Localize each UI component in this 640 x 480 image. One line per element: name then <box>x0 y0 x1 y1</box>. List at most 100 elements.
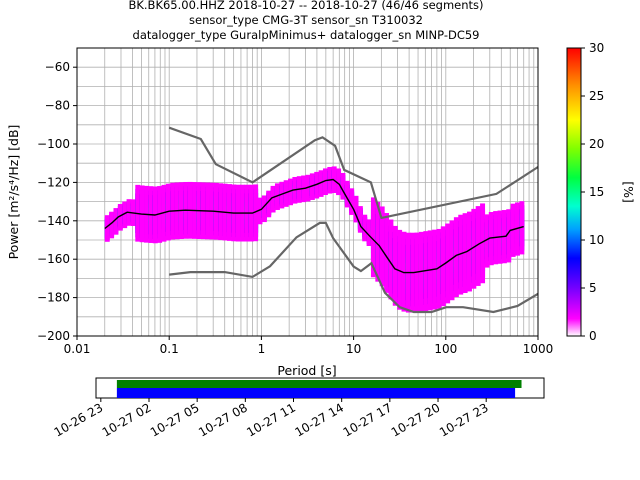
histogram-cell <box>122 201 128 229</box>
histogram-cell <box>261 195 267 223</box>
colorbar-gradient <box>566 47 582 337</box>
timeline-tick-label: 10-27 08 <box>196 400 250 439</box>
histogram-cell <box>266 190 272 218</box>
histogram-cell <box>375 201 381 282</box>
histogram-cell <box>344 180 350 208</box>
histogram-cell <box>384 213 390 293</box>
x-tick-label: 10 <box>346 342 361 356</box>
noise-models <box>168 126 538 314</box>
chart-title: BK.BK65.00.HHZ 2018-10-27 -- 2018-10-27 … <box>128 0 483 42</box>
colorbar-tick-label: 5 <box>589 281 597 295</box>
colorbar-tick-label: 0 <box>589 329 597 343</box>
histogram-cell <box>392 225 398 306</box>
x-tick-label: 0.1 <box>160 342 179 356</box>
timeline-tick-label: 10-27 02 <box>100 400 154 439</box>
title-line-2: sensor_type CMG-3T sensor_sn T310032 <box>189 13 423 27</box>
colorbar-tick-label: 30 <box>589 41 604 55</box>
y-tick-label: −140 <box>37 214 70 228</box>
histogram-cell <box>104 215 110 242</box>
colorbar: 0 5 10 15 20 25 30 [%] <box>566 41 636 343</box>
x-axis-label: Period [s] <box>277 363 336 378</box>
x-tick-label: 100 <box>434 342 457 356</box>
histogram-cell <box>322 168 328 196</box>
y-axis-label: Power [m²/s⁴/Hz] [dB] <box>6 125 21 260</box>
histogram-cell <box>340 172 346 200</box>
histogram-cell <box>109 211 115 239</box>
y-tick-label: −100 <box>37 137 70 151</box>
colorbar-ticks: 0 5 10 15 20 25 30 <box>581 41 604 343</box>
histogram-cell <box>257 197 263 225</box>
histogram-cell <box>401 231 407 312</box>
y-tick-label: −60 <box>45 60 70 74</box>
timeline-tick-label: 10-27 17 <box>341 400 395 439</box>
histogram-cell <box>318 170 324 197</box>
histogram-cell <box>436 228 442 309</box>
histogram-cell <box>453 217 459 298</box>
timeline-tick-label: 10-27 14 <box>292 400 346 439</box>
histogram-cell <box>288 178 294 206</box>
y-tick-label: −160 <box>37 252 70 266</box>
x-tick-label: 0.01 <box>64 342 91 356</box>
psd-histogram <box>104 166 525 313</box>
x-axis-ticks: 0.01 0.1 1 10 100 1000 <box>64 336 554 356</box>
histogram-cell <box>379 206 385 287</box>
psd-coverage-bar <box>116 388 516 398</box>
histogram-cell <box>336 168 342 196</box>
colorbar-label: [%] <box>621 181 636 203</box>
histogram-cell <box>349 188 355 215</box>
mean-psd-line <box>104 178 524 274</box>
colorbar-tick-label: 15 <box>589 185 604 199</box>
low-noise-model-line <box>169 221 538 314</box>
histogram-cell <box>117 204 123 231</box>
histogram-cell <box>113 208 119 235</box>
histogram-cell <box>253 184 259 242</box>
data-coverage-bar <box>116 380 522 388</box>
histogram-cell <box>353 195 359 223</box>
y-tick-label: −80 <box>45 99 70 113</box>
colorbar-tick-label: 20 <box>589 137 604 151</box>
histogram-cell <box>305 174 311 202</box>
histogram-cell <box>475 206 481 286</box>
histogram-cell <box>279 181 285 209</box>
histogram-cell <box>309 173 315 200</box>
title-line-1: BK.BK65.00.HHZ 2018-10-27 -- 2018-10-27 … <box>128 0 483 12</box>
histogram-cell <box>362 214 368 242</box>
histogram-cell <box>388 219 394 300</box>
histogram-cell <box>440 226 446 307</box>
x-tick-label: 1 <box>258 342 266 356</box>
histogram-cell <box>270 185 276 213</box>
high-noise-model-line <box>168 126 538 220</box>
y-tick-label: −200 <box>37 329 70 343</box>
timeline-tick-label: 10-27 11 <box>244 400 298 439</box>
histogram-cell <box>397 229 403 310</box>
histogram-cell <box>462 213 468 294</box>
histogram-cell <box>471 208 477 289</box>
timeline-tick-label: 10-27 23 <box>437 400 491 439</box>
y-axis-ticks: −60 −80 −100 −120 −140 −160 −180 −200 <box>37 60 77 343</box>
histogram-cell <box>370 197 376 278</box>
histogram-cell <box>449 220 455 301</box>
histogram-cell <box>466 211 472 292</box>
histogram-cell <box>506 209 512 263</box>
timeline-tick-label: 10-26 23 <box>52 400 106 439</box>
colorbar-tick-label: 25 <box>589 89 604 103</box>
title-line-3: datalogger_type GuralpMinimus+ datalogge… <box>133 28 480 42</box>
histogram-cell <box>484 214 490 268</box>
timeline-tick-label: 10-27 20 <box>389 400 443 439</box>
histogram-cell <box>357 206 363 233</box>
x-tick-label: 1000 <box>523 342 554 356</box>
timeline-tick-label: 10-27 05 <box>148 400 202 439</box>
histogram-cell <box>445 223 451 304</box>
colorbar-tick-label: 10 <box>589 233 604 247</box>
histogram-cell <box>274 183 280 210</box>
histogram-cell <box>480 203 486 284</box>
plot-frame <box>76 47 539 337</box>
histogram-cell <box>366 219 372 246</box>
y-tick-label: −180 <box>37 291 70 305</box>
histogram-cell <box>314 171 320 199</box>
histogram-cell <box>283 180 289 207</box>
histogram-cell <box>458 214 464 295</box>
